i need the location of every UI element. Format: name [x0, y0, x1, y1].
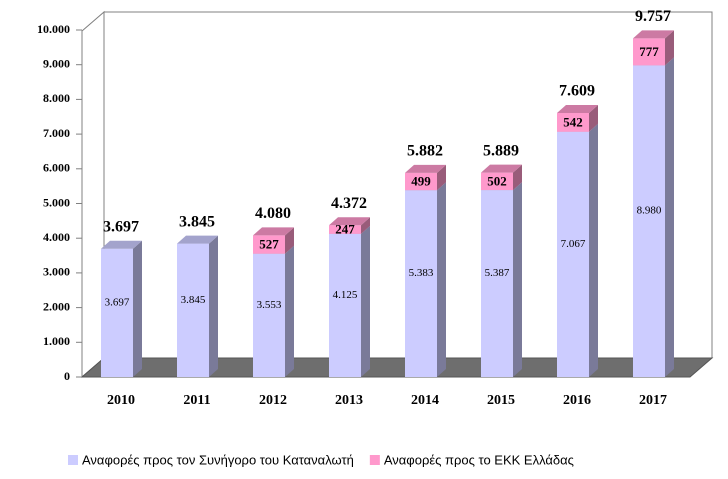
value-label: 542	[563, 114, 583, 129]
total-label: 4.080	[255, 205, 291, 222]
total-label: 5.882	[407, 143, 443, 160]
bar-side	[665, 57, 674, 377]
bar-top	[405, 164, 446, 173]
bar-side	[133, 240, 142, 377]
bar-front	[405, 190, 437, 377]
y-tick-label: 0	[64, 369, 70, 383]
y-tick-label: 9.000	[43, 56, 70, 70]
value-label: 777	[639, 44, 659, 59]
bar-segment	[253, 227, 294, 254]
bar-segment	[557, 104, 598, 132]
total-label: 4.372	[331, 195, 367, 212]
bar-segment	[405, 182, 446, 377]
y-tick-label: 2.000	[43, 299, 70, 313]
bar-side	[437, 164, 446, 191]
bar-segment	[253, 245, 294, 377]
bar-segment	[177, 235, 218, 377]
bar-front	[481, 190, 513, 377]
x-tick-label: 2014	[411, 393, 439, 408]
bar-segment	[557, 123, 598, 377]
value-label: 5.383	[409, 267, 434, 279]
value-label: 3.553	[257, 299, 282, 311]
value-label: 4.125	[333, 289, 358, 301]
bar-front	[253, 253, 285, 377]
y-tick-label: 10.000	[37, 22, 70, 36]
value-label: 5.387	[485, 267, 510, 279]
bar-side	[589, 104, 598, 132]
bar-top	[557, 104, 598, 113]
y-tick-label: 3.000	[43, 265, 70, 279]
x-tick-label: 2013	[335, 393, 363, 408]
bar-segment	[481, 164, 522, 191]
bar-top	[177, 235, 218, 244]
x-tick-label: 2010	[107, 393, 135, 408]
value-label: 8.980	[637, 205, 662, 217]
bar-segment	[633, 57, 674, 378]
bar-side	[285, 245, 294, 377]
bar-top	[481, 164, 522, 173]
bar-side	[665, 30, 674, 66]
legend-label: Αναφορές προς το ΕΚΚ Ελλάδας	[384, 452, 574, 467]
bar-side	[361, 217, 370, 234]
bar-side	[513, 164, 522, 191]
value-label: 3.697	[105, 296, 130, 308]
total-label: 3.845	[179, 213, 215, 230]
legend-swatch	[68, 455, 78, 465]
value-label: 7.067	[561, 238, 586, 250]
side-wall	[81, 10, 105, 379]
bar-segment	[329, 225, 370, 377]
bar-top	[101, 240, 142, 249]
y-tick-label: 8.000	[43, 91, 70, 105]
bar-side	[209, 235, 218, 377]
bar-top	[253, 227, 294, 236]
bar-front	[329, 233, 361, 377]
y-tick-label: 7.000	[43, 126, 70, 140]
total-label: 3.697	[103, 218, 139, 235]
legend-swatch	[369, 455, 380, 465]
bar-top	[633, 30, 674, 39]
bar-segment	[101, 240, 142, 377]
x-tick-label: 2011	[183, 393, 210, 408]
x-tick-label: 2017	[639, 393, 667, 408]
legend-label: Αναφορές προς τον Συνήγορο του Καταναλωτ…	[82, 452, 354, 467]
bar-front	[633, 65, 665, 378]
bar-top	[329, 217, 370, 226]
bar-front	[253, 235, 285, 254]
x-tick-label: 2015	[487, 393, 515, 408]
value-label: 3.845	[181, 294, 206, 306]
bar-front	[481, 172, 513, 191]
bar-side	[589, 123, 598, 377]
bar-segment	[329, 217, 370, 234]
total-label: 7.609	[559, 83, 595, 100]
y-tick-label: 1.000	[43, 334, 70, 348]
bar-segment	[633, 30, 674, 66]
value-label: 247	[335, 222, 355, 237]
bar-side	[513, 182, 522, 377]
bar-front	[405, 172, 437, 191]
floor	[80, 357, 714, 378]
value-label: 527	[259, 237, 279, 252]
value-label: 502	[487, 173, 507, 188]
bar-front	[101, 248, 133, 377]
x-tick-label: 2012	[259, 393, 287, 408]
bar-side	[361, 225, 370, 377]
bar-side	[285, 227, 294, 254]
bar-front	[177, 243, 209, 377]
bar-front	[557, 112, 589, 132]
total-label: 9.757	[635, 8, 671, 25]
bar-segment	[481, 182, 522, 377]
y-tick-label: 4.000	[43, 230, 70, 244]
y-tick-label: 6.000	[43, 161, 70, 175]
bar-front	[557, 131, 589, 377]
y-tick-label: 5.000	[43, 195, 70, 209]
bar-front	[633, 38, 665, 66]
bar-side	[437, 182, 446, 377]
x-tick-label: 2016	[563, 393, 591, 408]
bar-segment	[405, 164, 446, 191]
bar-front	[329, 225, 361, 234]
total-label: 5.889	[483, 142, 519, 159]
value-label: 499	[411, 174, 431, 189]
